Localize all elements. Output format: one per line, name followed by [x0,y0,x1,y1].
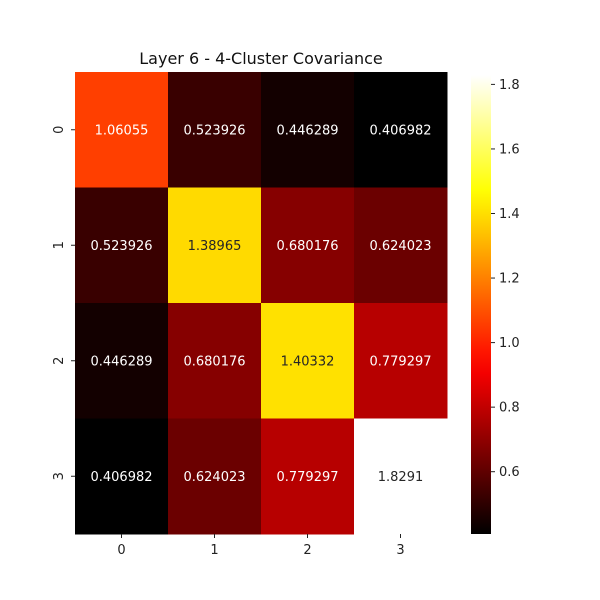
heatmap-cell-label: 1.06055 [95,123,149,138]
heatmap-cell [75,72,169,188]
heatmap-cell [261,72,355,188]
chart-title: Layer 6 - 4-Cluster Covariance [139,49,383,68]
y-tick-label: 3 [52,472,67,480]
y-tick-label: 1 [52,241,67,249]
heatmap-cell-label: 1.40332 [281,354,335,369]
heatmap-cell-label: 0.624023 [183,470,245,485]
colorbar-tick-label: 0.6 [499,465,520,480]
heatmap-cell [75,187,169,304]
colorbar-tick-label: 1.0 [499,336,520,351]
heatmap-cell [354,303,448,419]
x-tick-label: 0 [117,543,125,558]
heatmap-cell-label: 0.446289 [276,123,338,138]
heatmap-cell-label: 0.680176 [183,354,245,369]
heatmap-cell-label: 0.779297 [276,470,338,485]
heatmap-cell-label: 0.624023 [369,239,431,254]
heatmap-cell [168,72,262,188]
heatmap-cell-label: 0.779297 [369,354,431,369]
x-axis: 0 1 2 3 [117,534,405,558]
heatmap-cell [261,187,355,304]
heatmap-cell [354,72,448,188]
heatmap-cell [354,418,448,535]
heatmap-cell [261,418,355,535]
heatmap-cell-label: 0.680176 [276,239,338,254]
heatmap-cell-label: 0.523926 [90,239,152,254]
heatmap-cell [168,303,262,419]
heatmap-cell-label: 0.406982 [90,470,152,485]
heatmap-cell [354,187,448,304]
x-tick-label: 3 [396,543,404,558]
x-tick-label: 2 [303,543,311,558]
colorbar-tick-label: 1.2 [499,272,520,287]
heatmap-cell-label: 1.8291 [378,470,424,485]
heatmap-cell [168,187,262,304]
heatmap-cell-label: 0.523926 [183,123,245,138]
heatmap-cell [168,418,262,535]
colorbar-gradient [471,75,491,534]
heatmap-cell-labels: 1.06055 0.523926 0.446289 0.406982 0.523926 1… [90,123,431,485]
y-axis: 0 1 2 3 [52,126,75,480]
heatmap-cell-label: 1.38965 [188,239,242,254]
heatmap-cell [75,418,169,535]
y-tick-label: 2 [52,357,67,365]
colorbar-tick-label: 1.4 [499,207,520,222]
colorbar-tick-label: 1.6 [499,142,520,157]
heatmap-cell [261,303,355,419]
x-tick-label: 1 [210,543,218,558]
colorbar-tick-label: 0.8 [499,401,520,416]
heatmap-cell-label: 0.406982 [369,123,431,138]
colorbar: 0.6 0.8 1.0 1.2 1.4 1.6 1.8 [471,75,520,534]
y-tick-label: 0 [52,126,67,134]
heatmap-cell [75,303,169,419]
colorbar-tick-label: 1.8 [499,78,520,93]
heatmap-cells [75,72,448,535]
heatmap-cell-label: 0.446289 [90,354,152,369]
